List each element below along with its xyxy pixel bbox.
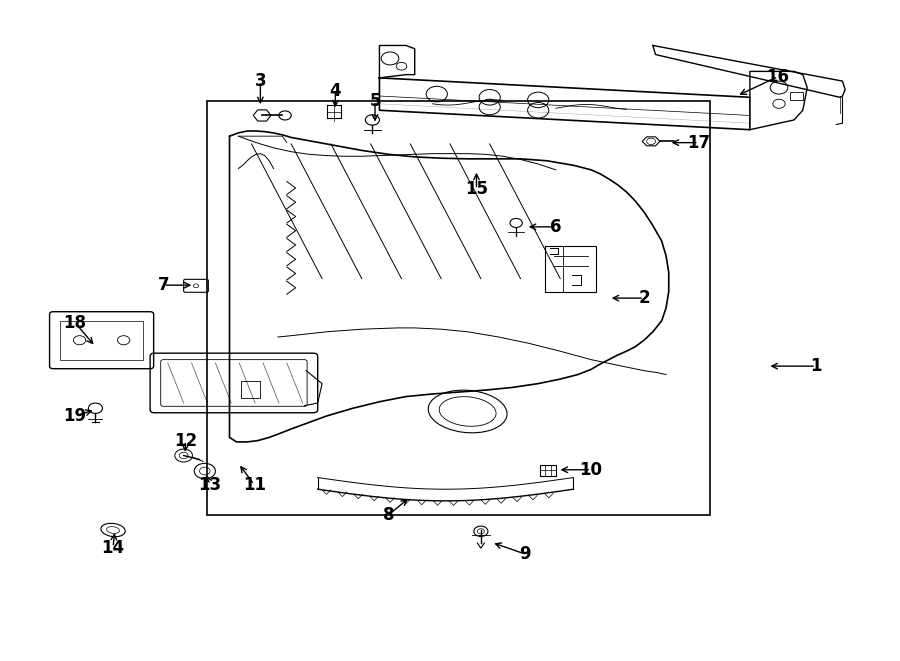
Text: 10: 10	[580, 461, 603, 479]
Text: 1: 1	[810, 357, 822, 375]
Text: 2: 2	[638, 289, 650, 307]
Bar	[241, 381, 260, 398]
Text: 18: 18	[64, 314, 86, 332]
Bar	[207, 100, 710, 515]
Text: 6: 6	[550, 218, 562, 236]
Bar	[60, 321, 143, 360]
Text: 7: 7	[158, 276, 169, 294]
Bar	[540, 465, 556, 476]
Text: 5: 5	[369, 91, 381, 110]
Text: 14: 14	[102, 539, 124, 557]
Text: 4: 4	[329, 82, 341, 100]
Text: 16: 16	[767, 67, 789, 85]
Text: 3: 3	[255, 72, 266, 90]
Text: 17: 17	[688, 134, 710, 151]
Bar	[545, 247, 597, 292]
Text: 15: 15	[465, 180, 488, 198]
Text: 19: 19	[64, 407, 86, 425]
Text: 9: 9	[519, 545, 531, 563]
Text: 13: 13	[199, 476, 221, 494]
Text: 11: 11	[243, 476, 266, 494]
Bar	[789, 92, 803, 100]
Text: 8: 8	[382, 506, 394, 524]
Text: 12: 12	[174, 432, 197, 449]
